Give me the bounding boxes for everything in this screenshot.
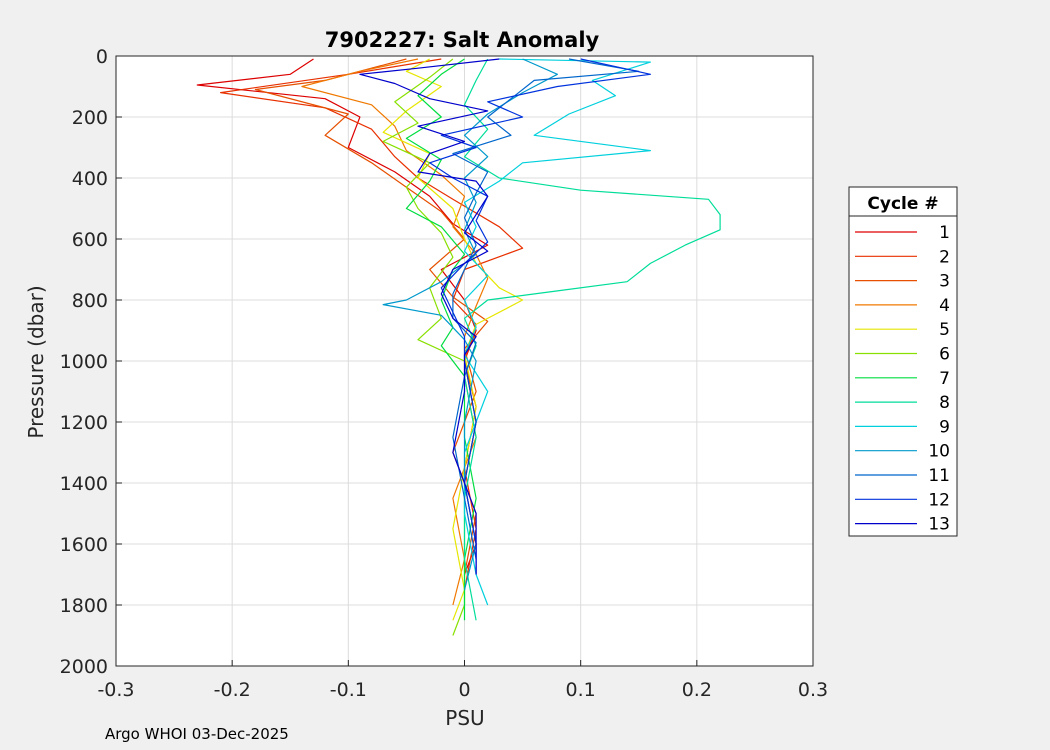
legend-label-cycle-4: 4 [939, 296, 950, 316]
legend-label-cycle-3: 3 [939, 272, 950, 292]
series-line-cycle-4 [301, 58, 489, 606]
legend-label-cycle-7: 7 [939, 369, 950, 389]
y-tick-label: 1000 [60, 351, 108, 373]
legend-label-cycle-5: 5 [939, 320, 950, 340]
y-tick-label: 2000 [60, 656, 108, 678]
legend-label-cycle-2: 2 [939, 247, 950, 267]
data-series [196, 58, 721, 636]
x-tick-label: 0 [458, 679, 470, 701]
y-tick-label: 1600 [60, 534, 108, 556]
y-tick-label: 0 [96, 46, 108, 68]
legend-label-cycle-8: 8 [939, 393, 950, 413]
y-tick-label: 400 [72, 168, 108, 190]
y-tick-label: 800 [72, 290, 108, 312]
y-tick-label: 200 [72, 107, 108, 129]
legend-label-cycle-6: 6 [939, 345, 950, 365]
y-tick-label: 600 [72, 229, 108, 251]
series-line-cycle-10 [382, 58, 559, 590]
legend-title: Cycle # [867, 194, 938, 214]
y-tick-label: 1200 [60, 412, 108, 434]
x-tick-label: 0.3 [798, 679, 828, 701]
x-tick-label: 0.2 [682, 679, 712, 701]
x-tick-label: -0.2 [214, 679, 251, 701]
chart-title: 7902227: Salt Anomaly [325, 28, 600, 52]
x-axis-ticks: -0.3 -0.2 -0.1 0 0.1 0.2 0.3 [97, 660, 828, 701]
x-tick-label: 0.1 [566, 679, 596, 701]
x-axis-label: PSU [445, 706, 484, 730]
y-axis-label: Pressure (dbar) [24, 285, 48, 438]
series-line-cycle-8 [463, 58, 721, 621]
legend-label-cycle-12: 12 [928, 490, 950, 510]
legend-label-cycle-13: 13 [928, 515, 950, 535]
legend-box [848, 186, 958, 537]
y-tick-label: 1800 [60, 595, 108, 617]
series-line-cycle-12 [429, 58, 652, 575]
legend-label-cycle-1: 1 [939, 223, 950, 243]
y-tick-label: 1400 [60, 473, 108, 495]
y-axis-ticks: 0 200 400 600 800 1000 1200 1400 1600 1800 2000 [60, 46, 122, 678]
series-line-cycle-13 [359, 58, 500, 575]
x-tick-label: -0.3 [97, 679, 134, 701]
x-tick-label: -0.1 [330, 679, 367, 701]
footer-credit: Argo WHOI 03-Dec-2025 [105, 725, 289, 743]
legend-label-cycle-11: 11 [928, 466, 950, 486]
legend-label-cycle-10: 10 [928, 442, 950, 462]
legend-label-cycle-9: 9 [939, 417, 950, 437]
series-line-cycle-9 [463, 58, 652, 606]
